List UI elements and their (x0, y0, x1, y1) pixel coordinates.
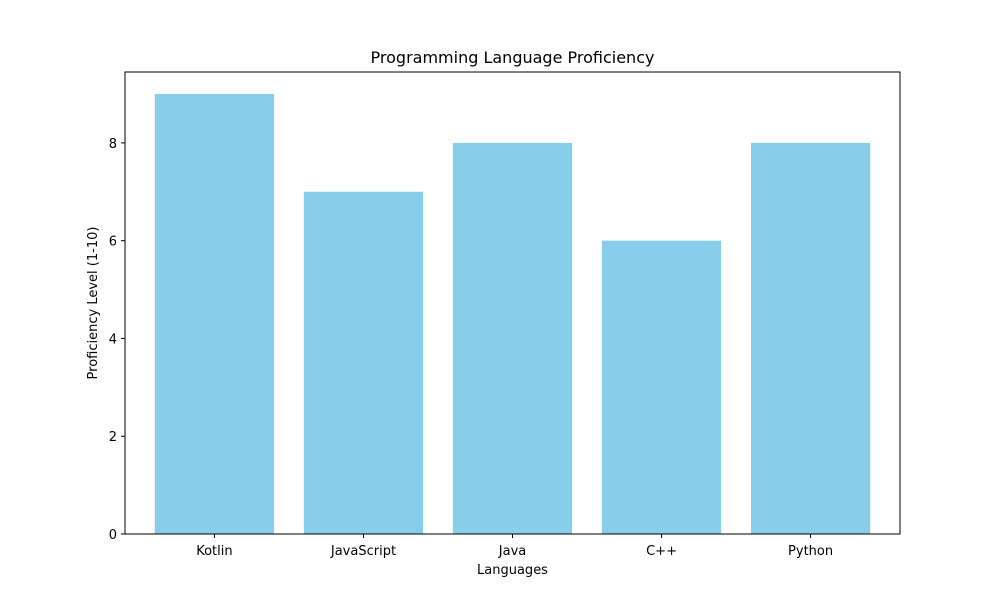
y-tick-label: 2 (109, 430, 117, 445)
x-tick-label: JavaScript (330, 544, 396, 559)
chart-title: Programming Language Proficiency (371, 48, 655, 67)
bar-cpp (601, 240, 722, 534)
x-axis-ticks: Kotlin JavaScript Java C++ Python (196, 534, 833, 559)
x-tick-label: Python (788, 544, 833, 559)
y-tick-label: 0 (109, 528, 117, 543)
y-tick-label: 8 (109, 137, 117, 152)
x-tick-label: Java (498, 544, 526, 559)
bar-kotlin (154, 94, 275, 534)
bar-java (452, 142, 573, 534)
bar-javascript (303, 191, 424, 534)
bar-python (750, 142, 871, 534)
y-tick-label: 4 (109, 332, 117, 347)
x-tick-label: Kotlin (196, 544, 232, 559)
bars-layer (154, 94, 871, 534)
x-axis-label: Languages (477, 563, 548, 578)
y-axis-ticks: 0 2 4 6 8 (109, 137, 125, 543)
y-tick-label: 6 (109, 235, 117, 250)
x-tick-label: C++ (646, 544, 677, 559)
y-axis-label: Proficiency Level (1-10) (86, 227, 101, 380)
plot-frame (124, 71, 901, 535)
